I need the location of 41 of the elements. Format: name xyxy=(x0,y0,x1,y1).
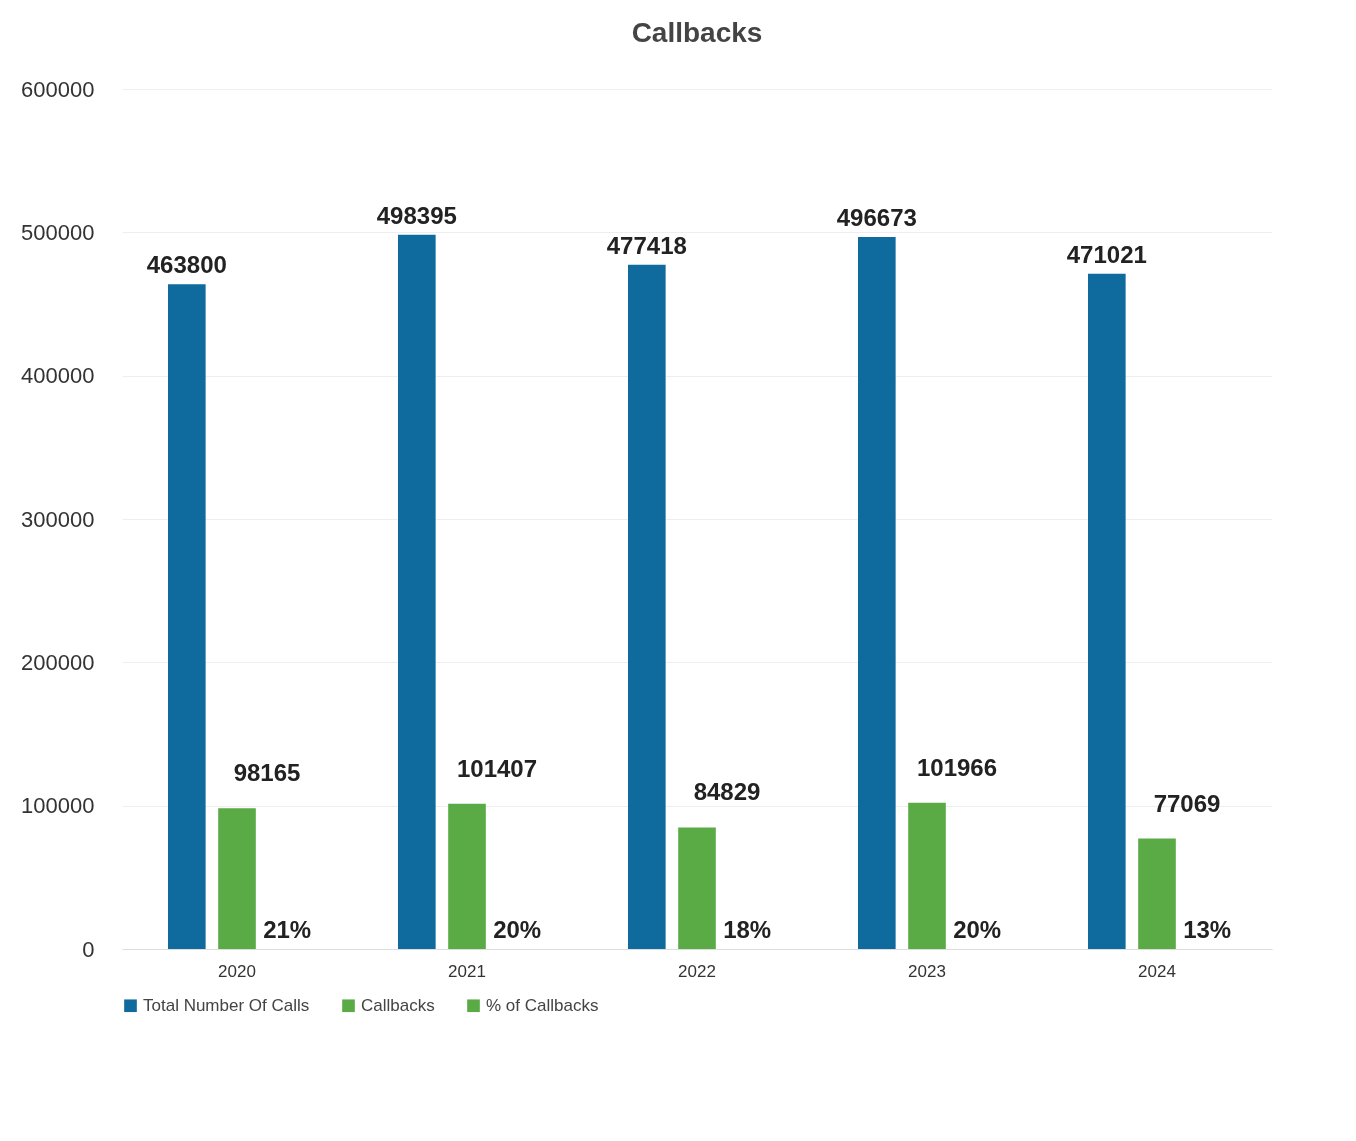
bar xyxy=(448,803,486,949)
bar xyxy=(398,234,436,949)
bar xyxy=(1138,838,1176,949)
x-tick-label: 2023 xyxy=(908,961,946,981)
data-label: 471021 xyxy=(1066,240,1147,268)
data-label: 98165 xyxy=(233,759,301,787)
bar xyxy=(858,237,896,949)
data-label: 84829 xyxy=(693,778,761,806)
data-label: 496673 xyxy=(836,204,917,232)
y-tick-label: 100000 xyxy=(21,793,95,819)
bar xyxy=(1088,273,1126,949)
data-label: 18% xyxy=(723,915,772,943)
data-label: 101966 xyxy=(916,753,998,781)
y-tick-label: 200000 xyxy=(21,649,95,675)
y-tick-label: 300000 xyxy=(21,506,95,532)
data-label: 13% xyxy=(1183,915,1232,943)
legend-label: % of Callbacks xyxy=(486,995,599,1015)
y-tick-label: 500000 xyxy=(21,219,95,245)
y-tick-label: 600000 xyxy=(21,76,95,102)
bar xyxy=(168,284,206,949)
data-label: 21% xyxy=(263,915,312,943)
bar xyxy=(218,808,256,949)
bar xyxy=(678,827,716,949)
data-label: 498395 xyxy=(376,201,457,229)
x-tick-label: 2022 xyxy=(678,961,716,981)
y-tick-label: 0 xyxy=(82,936,95,962)
y-tick-label: 400000 xyxy=(21,363,95,389)
data-label: 20% xyxy=(493,915,542,943)
data-label: 463800 xyxy=(146,251,227,279)
data-label: 477418 xyxy=(606,231,687,259)
data-label: 20% xyxy=(953,915,1002,943)
x-tick-label: 2021 xyxy=(448,961,486,981)
bar xyxy=(908,802,946,949)
x-tick-label: 2020 xyxy=(218,961,256,981)
data-label: 101407 xyxy=(456,754,538,782)
legend-label: Total Number Of Calls xyxy=(143,995,310,1015)
data-label: 77069 xyxy=(1153,789,1221,817)
x-tick-label: 2024 xyxy=(1138,961,1176,981)
legend-label: Callbacks xyxy=(361,995,435,1015)
bar xyxy=(628,264,666,949)
chart-title: Callbacks xyxy=(631,17,763,48)
